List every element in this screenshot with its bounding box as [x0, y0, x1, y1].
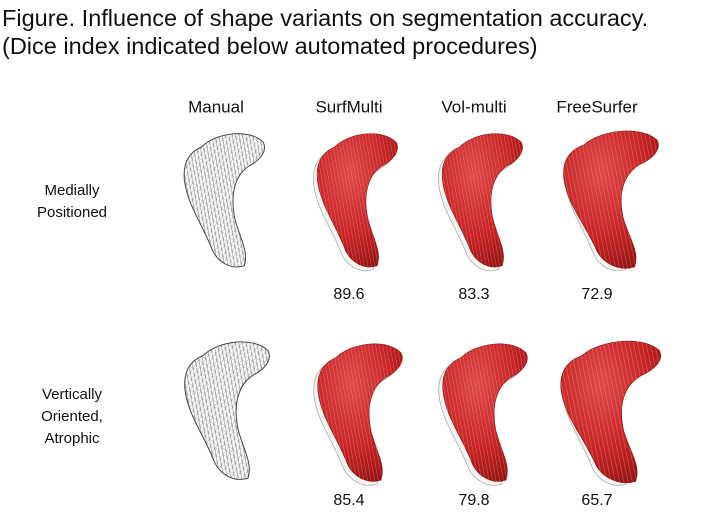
column-header: FreeSurfer: [556, 97, 638, 116]
row-label: Atrophic: [44, 430, 100, 447]
row-label: Vertically: [42, 386, 103, 403]
row-label: Positioned: [37, 204, 107, 221]
dice-value: 85.4: [333, 492, 364, 509]
row-label: Medially: [44, 182, 100, 199]
title-line: Figure. Influence of shape variants on s…: [2, 5, 648, 31]
column-header: Manual: [188, 97, 244, 116]
column-header: SurfMulti: [315, 97, 382, 116]
dice-value: 89.6: [333, 286, 364, 303]
dice-value: 72.9: [581, 286, 612, 303]
title-line: (Dice index indicated below automated pr…: [2, 33, 538, 59]
column-header: Vol-multi: [441, 97, 506, 116]
dice-value: 65.7: [581, 492, 612, 509]
dice-value: 83.3: [458, 286, 489, 303]
dice-value: 79.8: [458, 492, 489, 509]
row-label: Oriented,: [41, 408, 103, 425]
